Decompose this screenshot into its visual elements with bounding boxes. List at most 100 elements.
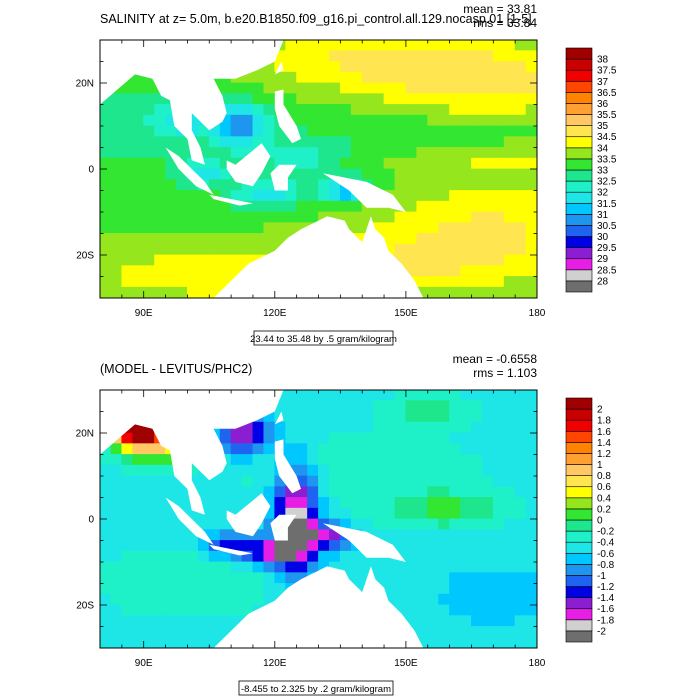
field-cell (230, 507, 243, 520)
field-cell (274, 550, 287, 563)
field-cell (274, 222, 287, 234)
field-cell (350, 432, 363, 445)
colorbar-label: 1.8 (597, 416, 611, 427)
y-tick-label: 0 (88, 515, 94, 526)
field-cell (514, 550, 527, 563)
field-cell (460, 71, 472, 84)
field-cell (492, 93, 505, 105)
field-cell (197, 604, 210, 617)
field-cell (438, 104, 450, 116)
field-cell (383, 421, 396, 434)
field-cell (503, 561, 516, 574)
field-cell (143, 518, 156, 531)
field-cell (492, 190, 505, 202)
field-cell (318, 443, 330, 455)
field-cell (405, 572, 418, 584)
field-cell (110, 507, 123, 520)
field-cell (460, 82, 472, 95)
field-cell (427, 561, 440, 574)
land-mask (274, 439, 301, 494)
field-cell (187, 200, 199, 213)
field-cell (525, 529, 537, 541)
field-cell (230, 93, 243, 105)
field-cell (514, 104, 527, 116)
field-cell (285, 443, 298, 455)
field-cell (503, 276, 516, 288)
field-cell (492, 222, 505, 234)
field-cell (110, 464, 123, 477)
field-cell (383, 572, 396, 584)
field-cell (449, 222, 461, 234)
field-cell (285, 529, 298, 541)
field-cell (427, 400, 440, 412)
field-cell (503, 486, 516, 498)
field-cell (132, 604, 145, 617)
field-cell (219, 486, 232, 498)
field-cell (318, 104, 330, 116)
field-cell (460, 540, 472, 552)
field-cell (492, 443, 505, 455)
field-cell (252, 529, 265, 541)
field-cell (208, 254, 221, 267)
field-cell (449, 243, 461, 256)
field-cell (525, 572, 537, 584)
field-cell (165, 454, 177, 466)
field-cell (241, 147, 254, 159)
field-cell (492, 615, 505, 627)
colorbar-swatch (565, 575, 593, 587)
field-cell (318, 421, 330, 434)
field-cell (449, 561, 461, 574)
field-cell (471, 93, 483, 105)
field-cell (492, 604, 505, 617)
field-cell (481, 104, 494, 116)
field-cell (329, 125, 341, 138)
field-cell (427, 276, 440, 288)
field-cell (460, 168, 472, 181)
field-cell (525, 561, 537, 574)
colorbar-label: 31.5 (597, 199, 617, 210)
field-cell (460, 179, 472, 191)
field-cell (318, 179, 330, 191)
field-cell (318, 125, 330, 138)
field-cell (438, 200, 450, 213)
field-cell (329, 61, 341, 73)
field-cell (460, 626, 472, 638)
field-cell (165, 200, 177, 213)
field-cell (263, 61, 276, 73)
colorbar-swatch (565, 80, 593, 93)
field-cell (187, 636, 199, 648)
field-cell (230, 114, 243, 127)
field-cell (263, 540, 276, 552)
field-cell (372, 518, 385, 531)
field-cell (481, 583, 494, 595)
field-cell (285, 400, 298, 412)
field-cell (187, 583, 199, 595)
field-cell (416, 583, 429, 595)
field-cell (132, 265, 145, 277)
colorbar-label: -1.4 (597, 593, 615, 604)
field-cell (427, 265, 440, 277)
field-cell (394, 400, 407, 412)
y-tick-label: 20N (76, 429, 94, 440)
field-cell (285, 93, 298, 105)
field-cell (492, 125, 505, 138)
field-cell (252, 136, 265, 148)
field-cell (100, 286, 112, 298)
field-cell (296, 411, 308, 423)
field-cell (339, 518, 352, 531)
field-cell (318, 190, 330, 202)
field-cell (492, 200, 505, 213)
field-cell (394, 114, 407, 127)
field-cell (405, 50, 418, 62)
panel-difference: (MODEL - LEVITUS/PHC2) mean = -0.6558 rm… (76, 352, 615, 696)
field-cell (263, 200, 276, 213)
field-cell (176, 265, 188, 277)
field-cell (121, 147, 134, 159)
field-cell (219, 243, 232, 256)
colorbar-swatch (565, 586, 593, 598)
colorbar-swatch (565, 47, 593, 60)
field-cell (460, 265, 472, 277)
field-cell (165, 572, 177, 584)
field-cell (471, 82, 483, 95)
field-cell (165, 265, 177, 277)
